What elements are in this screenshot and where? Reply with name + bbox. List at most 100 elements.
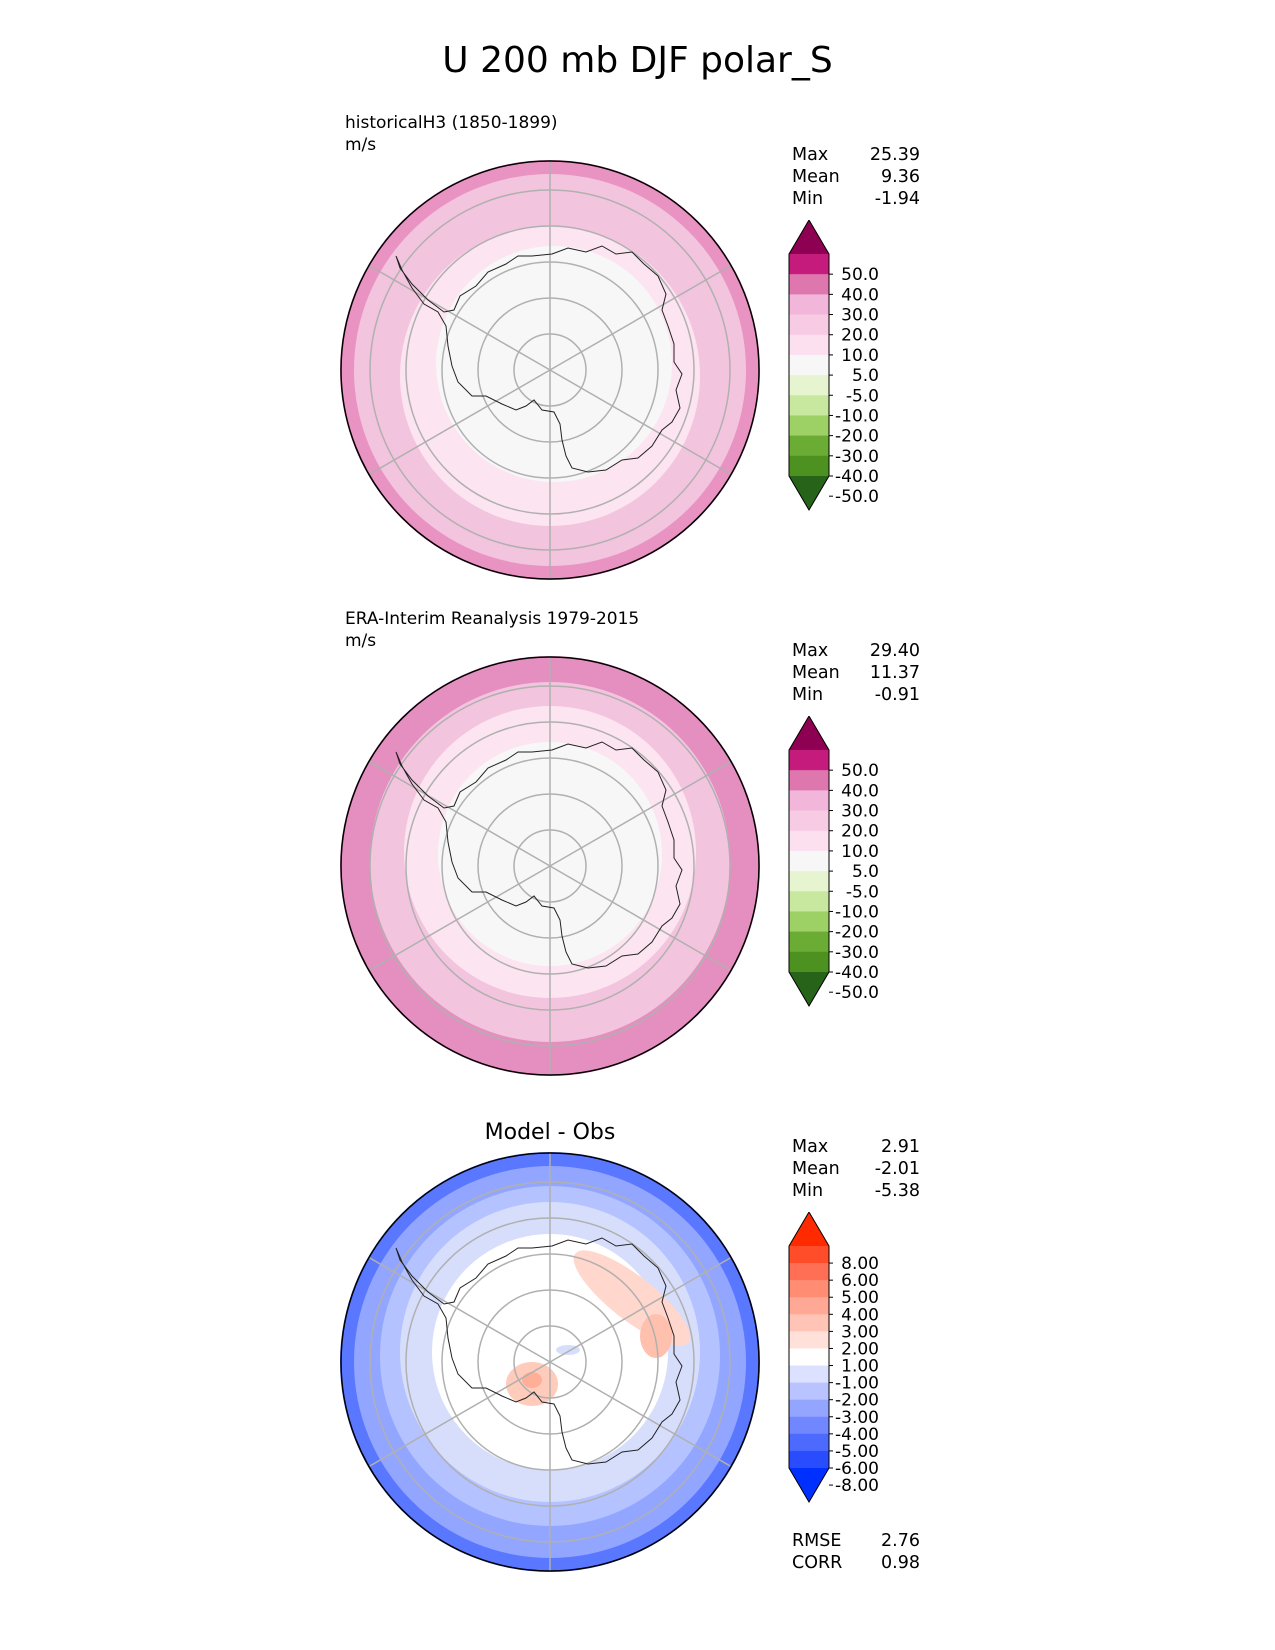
stat-value: 9.36: [881, 167, 920, 187]
colorbar-bottom-extend: [789, 1468, 829, 1502]
extra-stat-name: CORR: [792, 1553, 843, 1573]
map-field: [340, 1152, 760, 1572]
colorbar-segment: [789, 1382, 829, 1401]
colorbar-segment: [789, 455, 829, 477]
stat-row: Mean -2.01: [792, 1158, 920, 1180]
stat-name: Min: [792, 1181, 824, 1201]
contour-blob: [640, 1314, 672, 1358]
stat-value: 11.37: [869, 663, 920, 683]
colorbar-segment: [789, 1280, 829, 1298]
stat-name: Min: [792, 685, 824, 705]
meridian-line: [549, 1251, 741, 1363]
colorbar-tick-label: -5.00: [835, 1442, 879, 1462]
map-border: [340, 160, 760, 580]
colorbar-segment: [789, 871, 829, 892]
colorbar-tick-label: 30.0: [841, 802, 879, 822]
colorbar-top-extend: [789, 716, 829, 750]
stat-row: Min -5.38: [792, 1180, 920, 1202]
stat-value: 25.39: [869, 145, 920, 165]
colorbar-tick-label: -4.00: [835, 1425, 879, 1445]
colorbar-segment: [789, 1246, 829, 1264]
stat-row: Mean 11.37: [792, 662, 920, 684]
panel-1-label-line1: historicalH3 (1850-1899): [345, 113, 558, 133]
coastline: [395, 245, 683, 473]
panel-2-label-line1: ERA-Interim Reanalysis 1979-2015: [345, 609, 640, 629]
colorbar-top-extend: [789, 220, 829, 254]
stat-value: -2.01: [874, 1159, 920, 1179]
colorbar-tick-label: 10.0: [841, 346, 879, 366]
colorbar-tick-label: 50.0: [841, 761, 879, 781]
colorbar-tick-label: -50.0: [835, 983, 879, 1003]
panel-3-extra-stats: RMSE 2.76 CORR 0.98: [792, 1530, 920, 1574]
colorbar-segment: [789, 314, 829, 336]
colorbar-tick-label: 2.00: [841, 1339, 879, 1359]
map-field: [340, 656, 760, 1076]
colorbar-tick-label: 5.0: [852, 366, 879, 386]
figure-title: U 200 mb DJF polar_S: [442, 40, 833, 81]
colorbar-segment: [789, 1331, 829, 1349]
colorbar-segment: [789, 1314, 829, 1332]
extra-stat-row: RMSE 2.76: [792, 1530, 920, 1552]
stat-row: Max 29.40: [792, 640, 920, 662]
panel-2-polar-map: [340, 656, 760, 1076]
meridian-line: [359, 369, 551, 481]
colorbar-segment: [789, 1348, 829, 1367]
colorbar-tick-label: -20.0: [835, 923, 879, 943]
colorbar-segment: [789, 1450, 829, 1469]
colorbar-segment: [789, 395, 829, 416]
map-border: [340, 1152, 760, 1572]
colorbar-segment: [789, 790, 829, 812]
colorbar-tick-label: -30.0: [835, 943, 879, 963]
meridian-line: [359, 1251, 551, 1363]
colorbar-tick-label: -2.00: [835, 1391, 879, 1411]
colorbar-segment: [789, 931, 829, 953]
colorbar-segment: [789, 274, 829, 295]
colorbar-segment: [789, 911, 829, 933]
colorbar-tick-label: -50.0: [835, 487, 879, 507]
stat-row: Min -1.94: [792, 188, 920, 210]
contour-blob: [522, 1372, 542, 1388]
colorbar-segment: [789, 1399, 829, 1418]
stat-name: Mean: [792, 663, 840, 683]
colorbar-tick-label: 20.0: [841, 326, 879, 346]
coastline: [395, 1237, 683, 1465]
colorbar-tick-label: -40.0: [835, 963, 879, 983]
colorbar-bottom-extend: [789, 476, 829, 510]
meridian-line: [359, 755, 551, 867]
colorbar-segment: [789, 294, 829, 316]
colorbar-segment: [789, 1433, 829, 1452]
stat-name: Max: [792, 145, 829, 165]
stat-name: Mean: [792, 167, 840, 187]
colorbar-tick-label: 3.00: [841, 1322, 879, 1342]
extra-stat-name: RMSE: [792, 1531, 842, 1551]
colorbar-tick-label: 5.0: [852, 862, 879, 882]
coastline: [395, 741, 683, 969]
contour-band: [436, 246, 672, 482]
stat-value: -5.38: [874, 1181, 920, 1201]
panel-3-title: Model - Obs: [484, 1120, 616, 1145]
stat-value: -1.94: [874, 189, 920, 209]
meridian-line: [549, 755, 741, 867]
stat-name: Mean: [792, 1159, 840, 1179]
stat-name: Max: [792, 1137, 829, 1157]
colorbar-segment: [789, 810, 829, 832]
colorbar-segment: [789, 375, 829, 396]
extra-stat-row: CORR 0.98: [792, 1552, 920, 1574]
colorbar-segment: [789, 951, 829, 973]
colorbar-tick-label: -10.0: [835, 406, 879, 426]
stat-name: Min: [792, 189, 824, 209]
colorbar-tick-label: 50.0: [841, 265, 879, 285]
colorbar-segment: [789, 1365, 829, 1384]
colorbar-segment: [789, 850, 829, 872]
meridian-line: [549, 259, 741, 371]
map-field: [340, 160, 760, 580]
colorbar-segment: [789, 891, 829, 912]
colorbar-tick-label: -5.0: [846, 882, 879, 902]
colorbar-tick-label: 5.00: [841, 1288, 879, 1308]
panel-2-colorbar: 50.040.030.020.010.05.0-5.0-10.0-20.0-30…: [788, 716, 879, 1007]
colorbar-segment: [789, 1416, 829, 1435]
extra-stat-value: 2.76: [881, 1531, 920, 1551]
panel-1-polar-map: [340, 160, 760, 580]
colorbar-tick-label: 1.00: [841, 1357, 879, 1377]
colorbar-tick-label: -30.0: [835, 447, 879, 467]
